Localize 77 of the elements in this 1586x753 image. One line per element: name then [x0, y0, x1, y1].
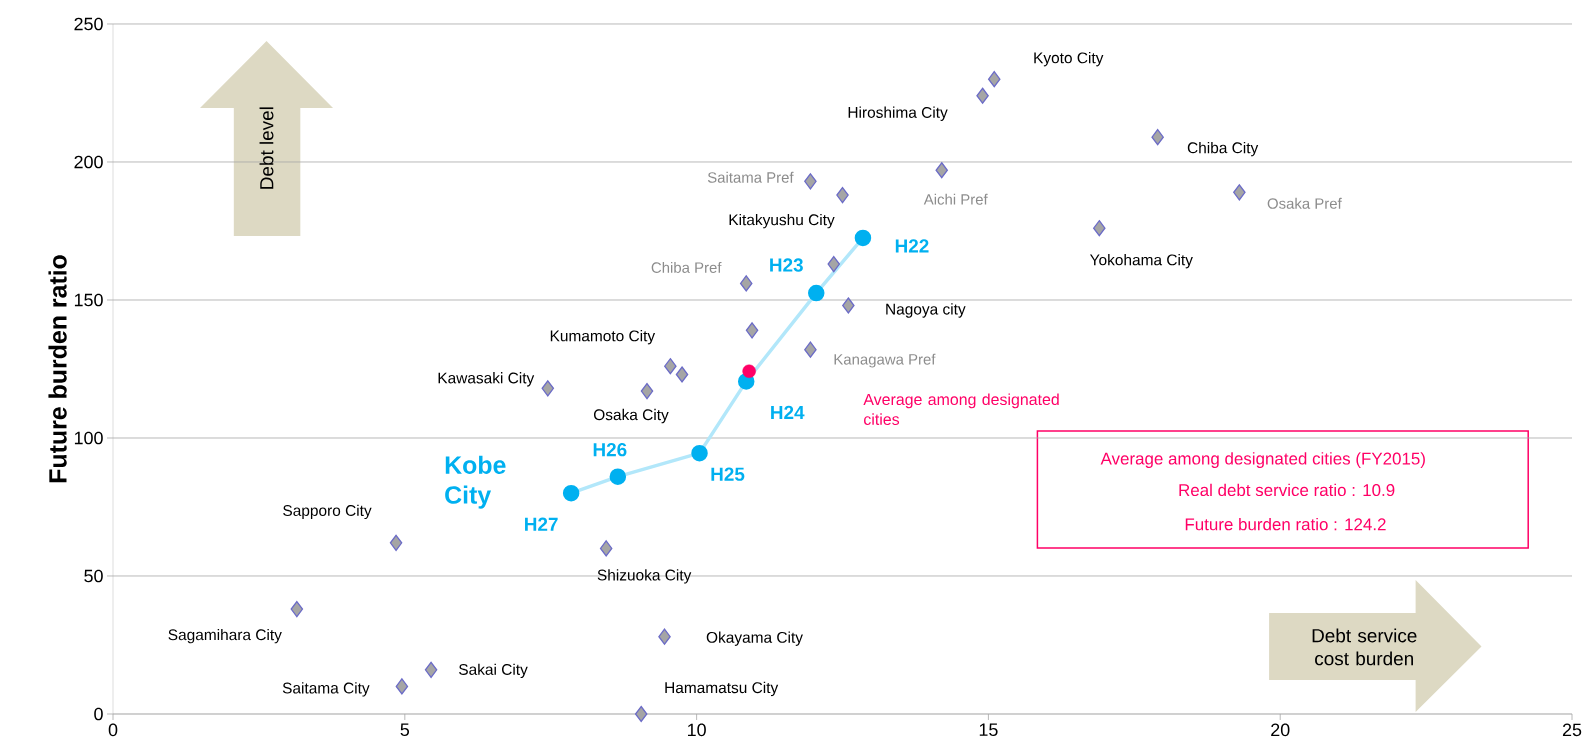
annotation: H26	[593, 442, 627, 457]
y-tick-label: 200	[74, 155, 103, 169]
annotation: Real debt service ratio : 10.9	[1179, 483, 1395, 497]
text: Kobe City	[445, 455, 506, 509]
annotation: H27	[525, 517, 558, 531]
x-tick-label: 5	[400, 723, 410, 737]
annotation: Osaka Pref	[1267, 197, 1342, 209]
point	[541, 380, 555, 397]
annotation: Sagamihara City	[168, 628, 282, 644]
annotation: Hamamatsu City	[665, 681, 779, 697]
x-tick-label: 0	[108, 723, 118, 737]
annotation: Kumamoto City	[550, 330, 656, 345]
point	[395, 678, 409, 695]
annotation: Kawasaki City	[438, 372, 535, 387]
point	[658, 628, 671, 645]
annotation: Hiroshima City	[848, 106, 948, 121]
annotation: Yokohama City	[1089, 254, 1193, 269]
annotation: Chiba Pref	[651, 261, 722, 273]
y-tick-label: 0	[94, 707, 103, 721]
point	[842, 297, 855, 314]
point	[675, 366, 689, 383]
annotation: Nagoya city	[886, 303, 966, 318]
point	[827, 255, 841, 273]
point	[599, 540, 613, 557]
point	[389, 534, 403, 552]
y-tick-label: 100	[74, 431, 103, 445]
point	[808, 284, 825, 302]
annotation: Future burden ratio : 124.2	[1185, 517, 1386, 531]
annotation: H25	[711, 467, 745, 481]
annotation: Saitama Pref	[707, 171, 794, 183]
x-tick-label: 15	[979, 723, 998, 737]
y-axis-title: Future burden ratio	[48, 255, 67, 483]
y-tick-label: 50	[84, 569, 103, 583]
annotation: Kanagawa Pref	[834, 353, 936, 368]
point	[976, 87, 989, 104]
annotation: Aichi Pref	[923, 193, 988, 205]
point	[739, 275, 753, 292]
point	[854, 229, 872, 247]
point	[562, 484, 580, 502]
annotation: Shizuoka City	[597, 569, 692, 584]
point	[987, 71, 1001, 88]
annotation: Chiba City	[1187, 141, 1259, 157]
annotation: H24	[771, 405, 805, 420]
point	[664, 358, 677, 375]
point	[745, 322, 759, 339]
annotation: Debt level	[259, 107, 274, 189]
point	[424, 661, 438, 678]
point	[640, 382, 654, 400]
point	[935, 162, 948, 179]
point	[742, 364, 756, 378]
point	[804, 173, 817, 190]
point	[1233, 184, 1246, 201]
y-tick-label: 250	[74, 17, 103, 31]
annotation: H22	[895, 239, 929, 253]
x-tick-label: 25	[1562, 723, 1582, 737]
annotation: Okayama City	[706, 631, 803, 646]
annotation: Debt service cost burden	[1312, 628, 1417, 666]
point	[290, 600, 304, 618]
annotation: Kitakyushu City	[729, 213, 835, 229]
point	[804, 341, 817, 358]
point	[609, 468, 627, 485]
point	[691, 444, 708, 462]
point	[836, 186, 849, 204]
text: Average among designated cities	[863, 393, 1059, 426]
point	[634, 705, 648, 723]
x-tick-label: 10	[688, 723, 706, 737]
point	[1151, 128, 1164, 146]
annotation: H23	[770, 258, 803, 272]
annotation: Saitama City	[282, 682, 370, 697]
y-tick-label: 150	[74, 293, 103, 307]
annotation: Kyoto City	[1034, 51, 1104, 67]
annotation: Sapporo City	[283, 504, 372, 520]
annotation: Average among designated cities (FY2015)	[1100, 452, 1425, 468]
x-tick-label: 20	[1271, 723, 1290, 737]
annotation: Osaka City	[593, 408, 669, 424]
annotation: Sakai City	[459, 663, 528, 679]
point	[1093, 220, 1106, 237]
